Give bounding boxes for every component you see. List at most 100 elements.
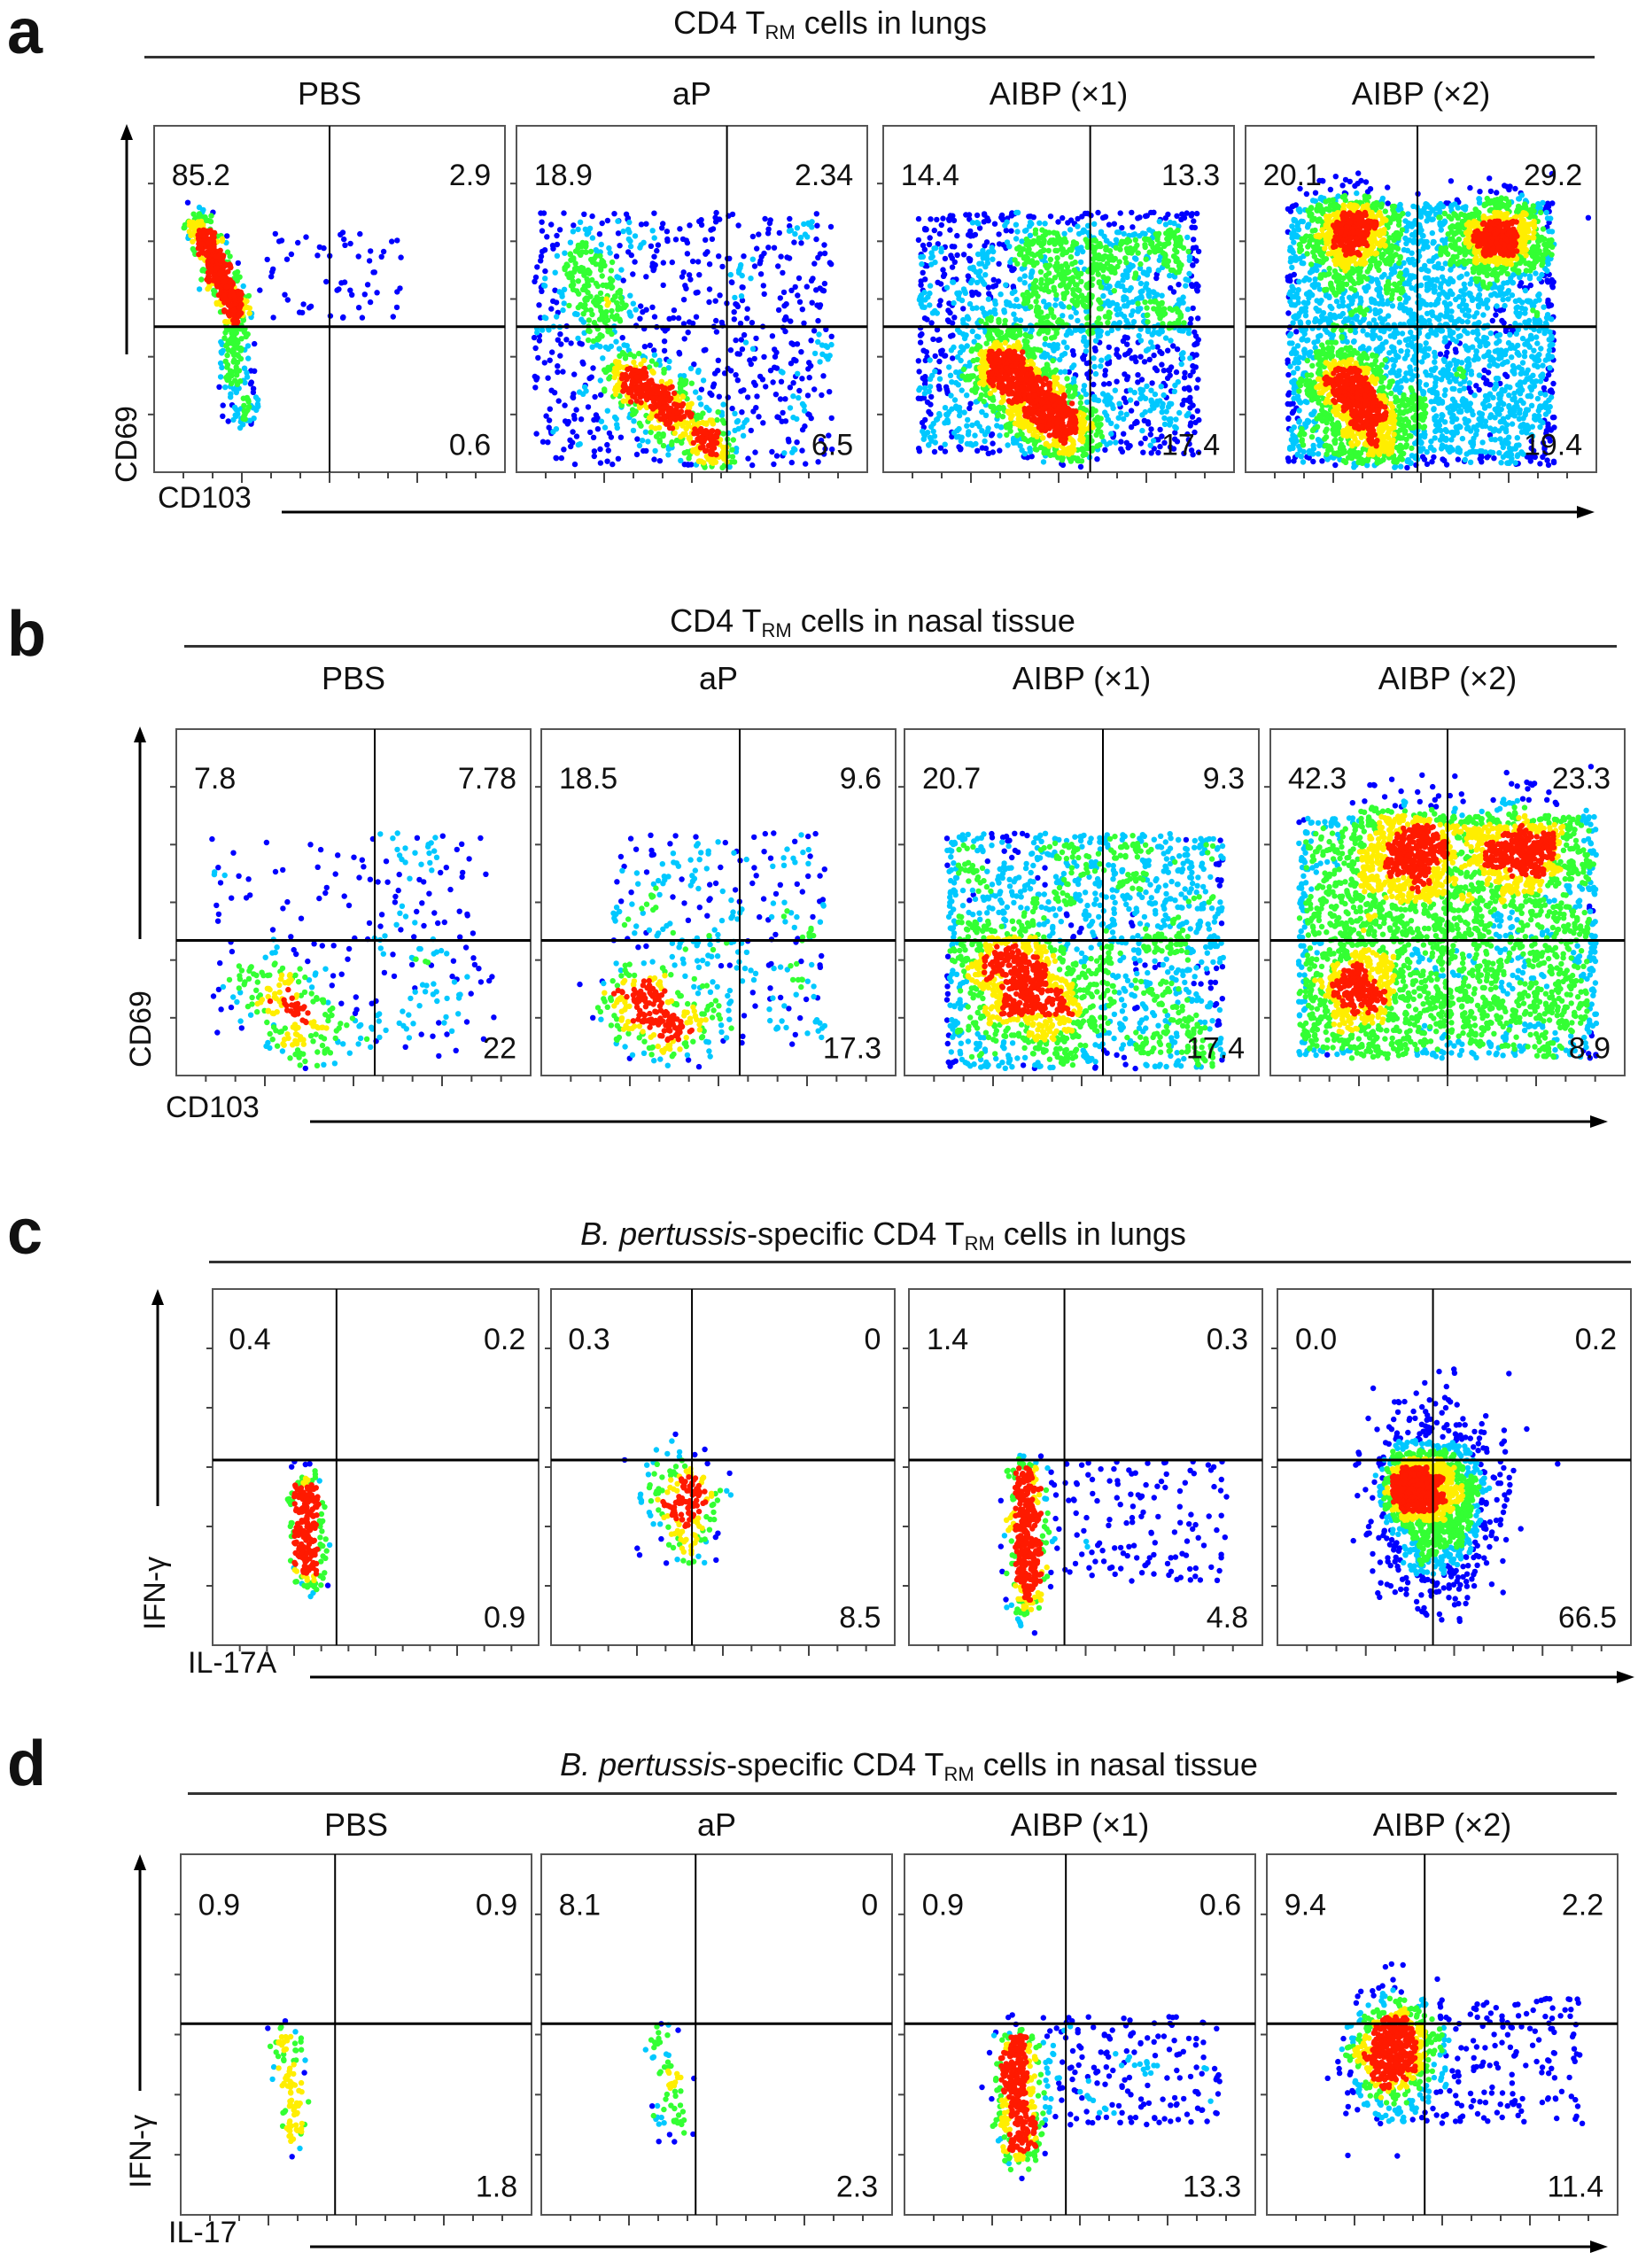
event-dot-high bbox=[1058, 408, 1065, 415]
event-dot-mid-low bbox=[919, 260, 925, 268]
event-dot-high bbox=[1006, 352, 1013, 358]
event-dot-mid-low bbox=[1184, 412, 1190, 419]
event-dot-low bbox=[796, 275, 803, 282]
event-dot-high bbox=[196, 251, 202, 258]
event-dot-low bbox=[940, 215, 946, 221]
event-dot-low bbox=[786, 255, 793, 261]
event-dot-mid-low bbox=[1122, 287, 1129, 293]
event-dot-mid-high bbox=[997, 342, 1004, 348]
event-dot-mid-low bbox=[1075, 246, 1082, 253]
event-dot-mid-low bbox=[600, 355, 606, 361]
event-dot-mid-high bbox=[190, 238, 196, 245]
event-dot-low bbox=[1191, 218, 1197, 224]
event-dot-mid bbox=[228, 336, 234, 343]
event-dot-high bbox=[1028, 366, 1034, 372]
event-dot-low bbox=[1489, 317, 1495, 324]
event-dot-mid-low bbox=[687, 365, 695, 372]
event-dot-mid bbox=[660, 431, 666, 438]
event-dot-low bbox=[749, 462, 756, 469]
event-dot-low bbox=[1179, 211, 1185, 217]
event-dot-mid bbox=[1062, 276, 1068, 282]
event-dot-low bbox=[1106, 380, 1113, 387]
event-dot-low bbox=[969, 291, 975, 299]
event-dot-low bbox=[540, 439, 547, 445]
event-dot-low bbox=[780, 409, 786, 416]
event-dot-mid-low bbox=[1144, 272, 1151, 278]
event-dot-mid-low bbox=[575, 441, 581, 448]
event-dot-low bbox=[1476, 386, 1482, 393]
event-dot-mid-low bbox=[1013, 221, 1020, 228]
event-dot-mid-low bbox=[234, 408, 241, 414]
event-dot-low bbox=[1186, 440, 1192, 447]
event-dot-mid bbox=[1094, 443, 1100, 449]
event-dot-low bbox=[1466, 384, 1472, 392]
event-dot-mid-low bbox=[1138, 293, 1145, 299]
event-dot-high bbox=[1033, 383, 1040, 389]
event-dot-mid-low bbox=[982, 412, 990, 418]
event-dot-high bbox=[662, 390, 669, 396]
event-dot-mid-low bbox=[1071, 362, 1077, 369]
event-dot-mid-low bbox=[979, 408, 985, 416]
event-dot-mid-low bbox=[920, 436, 927, 442]
event-dot-mid-low bbox=[575, 335, 581, 342]
event-dot-low bbox=[669, 259, 675, 266]
event-dot-mid-low bbox=[1053, 296, 1060, 302]
event-dot-mid-low bbox=[1145, 346, 1152, 353]
event-dot-mid bbox=[987, 394, 993, 401]
event-dot-low bbox=[1293, 329, 1300, 335]
event-dot-low bbox=[300, 301, 307, 307]
event-dot-mid-high bbox=[1024, 422, 1030, 428]
quadrant-lower-right-percent: 17.4 bbox=[1161, 428, 1220, 462]
event-dot-mid-low bbox=[678, 457, 684, 464]
event-dot-low bbox=[951, 217, 958, 224]
event-dot-mid-high bbox=[978, 367, 984, 373]
event-dot-low bbox=[1487, 382, 1494, 388]
event-dot-mid-low bbox=[1183, 276, 1189, 283]
event-dot-mid bbox=[586, 317, 593, 323]
event-dot-low bbox=[778, 378, 785, 384]
event-dot-high bbox=[218, 289, 224, 295]
event-dot-mid bbox=[1041, 237, 1047, 244]
event-dot-low bbox=[713, 209, 719, 216]
event-dot-mid-low bbox=[927, 357, 933, 363]
event-dot-low bbox=[561, 210, 567, 216]
event-dot-high bbox=[205, 259, 211, 265]
event-dot-mid-low bbox=[982, 438, 988, 445]
event-dot-mid-low bbox=[928, 250, 935, 256]
event-dot-mid-low bbox=[969, 442, 975, 448]
event-dot-mid-low bbox=[924, 430, 931, 436]
event-dot-high bbox=[993, 357, 999, 363]
event-dot-mid bbox=[245, 292, 252, 299]
event-dot-low bbox=[641, 344, 648, 350]
event-dot-mid-low bbox=[726, 463, 733, 470]
event-dot-mid bbox=[581, 283, 587, 290]
event-dot-mid-low bbox=[1092, 338, 1099, 344]
event-dot-mid-high bbox=[1015, 412, 1021, 418]
event-dot-low bbox=[738, 388, 744, 394]
event-dot-mid-low bbox=[918, 301, 924, 307]
event-dot-mid-low bbox=[244, 369, 250, 376]
event-dot-mid bbox=[589, 276, 595, 284]
event-dot-mid-low bbox=[1119, 283, 1126, 290]
event-dot-mid-low bbox=[1137, 265, 1144, 271]
event-dot-low bbox=[224, 233, 230, 239]
event-dot-mid-low bbox=[1027, 445, 1033, 452]
event-dot-low bbox=[284, 297, 291, 303]
event-dot-high bbox=[987, 358, 993, 365]
event-dot-low bbox=[670, 315, 677, 321]
event-dot-mid bbox=[1050, 357, 1056, 364]
event-dot-mid-low bbox=[1021, 228, 1029, 234]
event-dot-low bbox=[651, 314, 658, 320]
event-dot-mid-low bbox=[608, 343, 615, 350]
event-dot-low bbox=[250, 385, 257, 392]
event-dot-low bbox=[765, 226, 772, 232]
event-dot-mid-low bbox=[1080, 248, 1086, 255]
event-dot-mid-low bbox=[1158, 384, 1164, 390]
event-dot-mid-high bbox=[1029, 361, 1036, 368]
event-dot-mid bbox=[224, 249, 231, 255]
event-dot-mid-low bbox=[931, 433, 938, 439]
event-dot-mid bbox=[241, 329, 248, 336]
event-dot-mid bbox=[730, 437, 736, 443]
event-dot-mid bbox=[599, 257, 605, 264]
event-dot-low bbox=[272, 230, 278, 237]
